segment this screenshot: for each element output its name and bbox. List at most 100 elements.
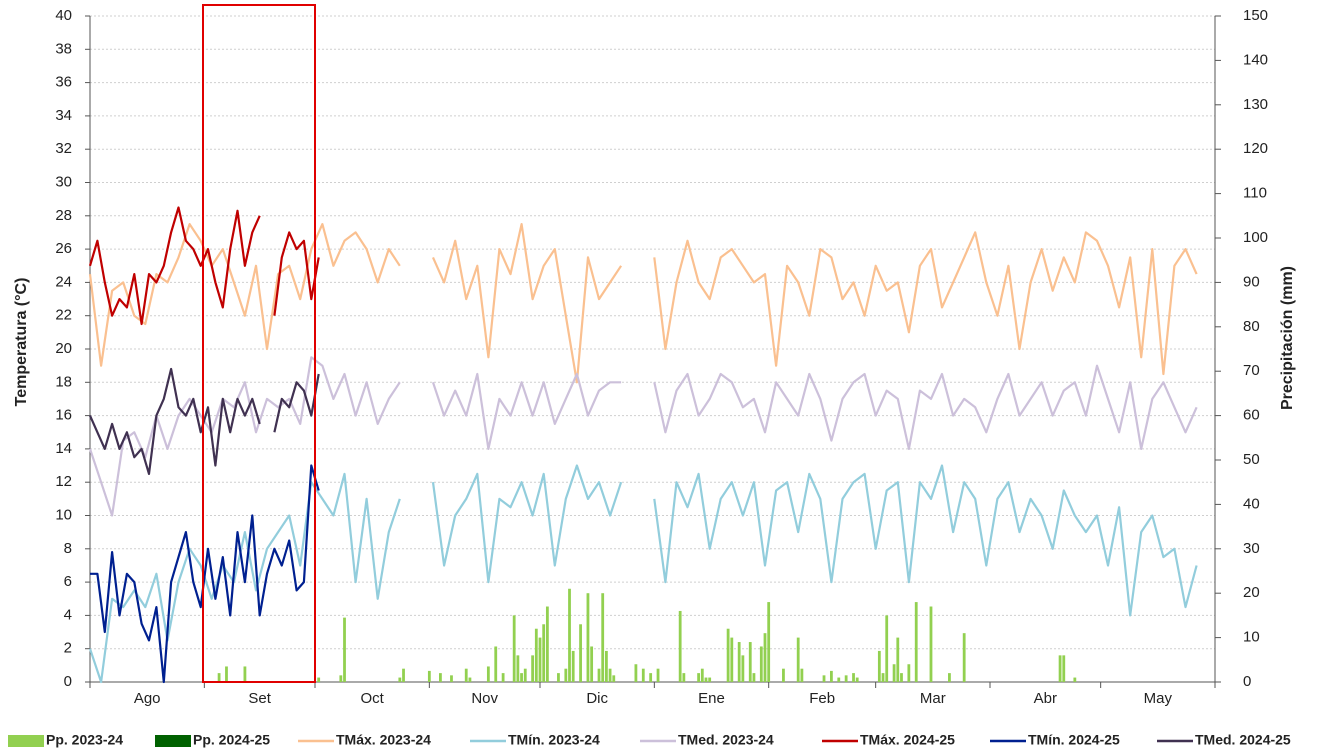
legend-label: Pp. 2023-24	[46, 732, 123, 748]
y-tick-label: 4	[64, 606, 72, 623]
precip-bar	[520, 673, 523, 682]
precip-bar	[708, 677, 712, 682]
y-tick-label: 14	[55, 440, 72, 457]
y-tick-label: 22	[55, 307, 72, 324]
precip-bar	[568, 588, 571, 682]
precip-bar	[759, 646, 763, 682]
precip-bar	[339, 675, 343, 682]
precip-bar	[542, 624, 546, 682]
y-tick-label: 8	[64, 540, 72, 557]
y2-tick-label: 30	[1243, 540, 1260, 557]
precip-bar	[512, 615, 516, 682]
precip-bar	[604, 650, 608, 682]
precip-bar	[439, 673, 442, 682]
legend-item: TMáx. 2023-24	[298, 732, 431, 748]
y-tick-label: 28	[55, 207, 72, 224]
precip-bar	[914, 602, 918, 682]
y-axis-title: Temperatura (°C)	[13, 278, 30, 407]
precip-bar	[962, 633, 966, 682]
precip-bar	[896, 637, 900, 682]
legend-label: TMín. 2024-25	[1028, 732, 1120, 748]
precip-bar	[767, 602, 771, 682]
x-tick-label: Feb	[809, 690, 835, 707]
precip-bar	[822, 675, 826, 682]
x-tick-label: Mar	[920, 690, 946, 707]
precip-bar	[317, 677, 321, 682]
precip-bar	[730, 637, 734, 682]
precip-bar	[601, 593, 605, 682]
precip-bar	[450, 675, 453, 682]
precip-bar	[494, 646, 498, 682]
y2-tick-label: 20	[1243, 584, 1260, 601]
precip-bar	[398, 677, 402, 682]
y-tick-label: 16	[55, 407, 72, 424]
precip-bar	[704, 677, 708, 682]
precip-bar	[1062, 655, 1066, 682]
precip-bar	[531, 655, 535, 682]
y2-tick-label: 110	[1243, 185, 1267, 202]
x-tick-label: Nov	[471, 690, 498, 707]
y2-tick-label: 40	[1243, 495, 1260, 512]
precip-bar	[900, 673, 903, 682]
precip-bar	[649, 673, 653, 682]
temperature-line	[88, 356, 1198, 517]
precip-bar	[837, 677, 841, 682]
x-tick-label: Oct	[361, 690, 385, 707]
x-tick-label: May	[1144, 690, 1173, 707]
precip-bar	[737, 642, 741, 682]
legend-swatch	[8, 735, 44, 747]
precip-bar	[597, 668, 601, 682]
highlight-box	[202, 4, 316, 683]
precip-bar	[741, 655, 745, 682]
precip-bar	[612, 675, 616, 682]
precip-bar	[763, 633, 767, 682]
precip-bar	[877, 650, 881, 682]
legend-item: Pp. 2023-24	[8, 732, 123, 748]
precip-bar	[243, 666, 247, 682]
precip-bar	[402, 668, 405, 682]
legend-item: TMed. 2023-24	[640, 732, 774, 748]
legend-label: Pp. 2024-25	[193, 732, 270, 748]
legend-item: TMín. 2023-24	[470, 732, 600, 748]
x-tick-label: Set	[248, 690, 271, 707]
y-tick-label: 20	[55, 340, 72, 357]
precip-bar	[545, 606, 549, 682]
y-tick-label: 32	[55, 140, 72, 157]
x-tick-label: Dic	[586, 690, 608, 707]
precip-bar	[564, 668, 568, 682]
precip-bar	[885, 615, 889, 682]
x-tick-label: Abr	[1034, 690, 1057, 707]
y2-tick-label: 50	[1243, 451, 1260, 468]
y-tick-label: 24	[55, 273, 72, 290]
y2-tick-label: 130	[1243, 96, 1268, 113]
y-tick-label: 0	[64, 673, 72, 690]
y-tick-label: 34	[55, 107, 72, 124]
precip-bar	[343, 617, 346, 682]
precip-bar	[1058, 655, 1062, 682]
y2-tick-label: 70	[1243, 362, 1260, 379]
y2-axis-title: Precipitación (mm)	[1279, 266, 1296, 410]
precip-bar	[852, 673, 855, 682]
precip-bar	[948, 673, 951, 682]
precip-bar	[752, 673, 756, 682]
precip-bar	[634, 664, 638, 682]
temperature-line	[88, 464, 1198, 684]
precip-bar	[855, 677, 859, 682]
legend-label: TMáx. 2023-24	[336, 732, 431, 748]
legend-item: TMín. 2024-25	[990, 732, 1120, 748]
temperature-line	[88, 367, 320, 475]
precip-bar	[782, 668, 785, 682]
y2-tick-label: 150	[1243, 7, 1268, 24]
y-tick-label: 12	[55, 473, 72, 490]
precip-bar	[829, 670, 833, 682]
precip-bar	[907, 664, 911, 682]
x-tick-label: Ene	[698, 690, 725, 707]
legend-label: TMín. 2023-24	[508, 732, 600, 748]
x-tick-label: Ago	[134, 690, 161, 707]
temperature-line	[88, 206, 320, 326]
y-tick-label: 10	[55, 506, 72, 523]
precip-bar	[538, 637, 542, 682]
precip-bar	[501, 673, 505, 682]
legend-item: Pp. 2024-25	[155, 732, 270, 748]
